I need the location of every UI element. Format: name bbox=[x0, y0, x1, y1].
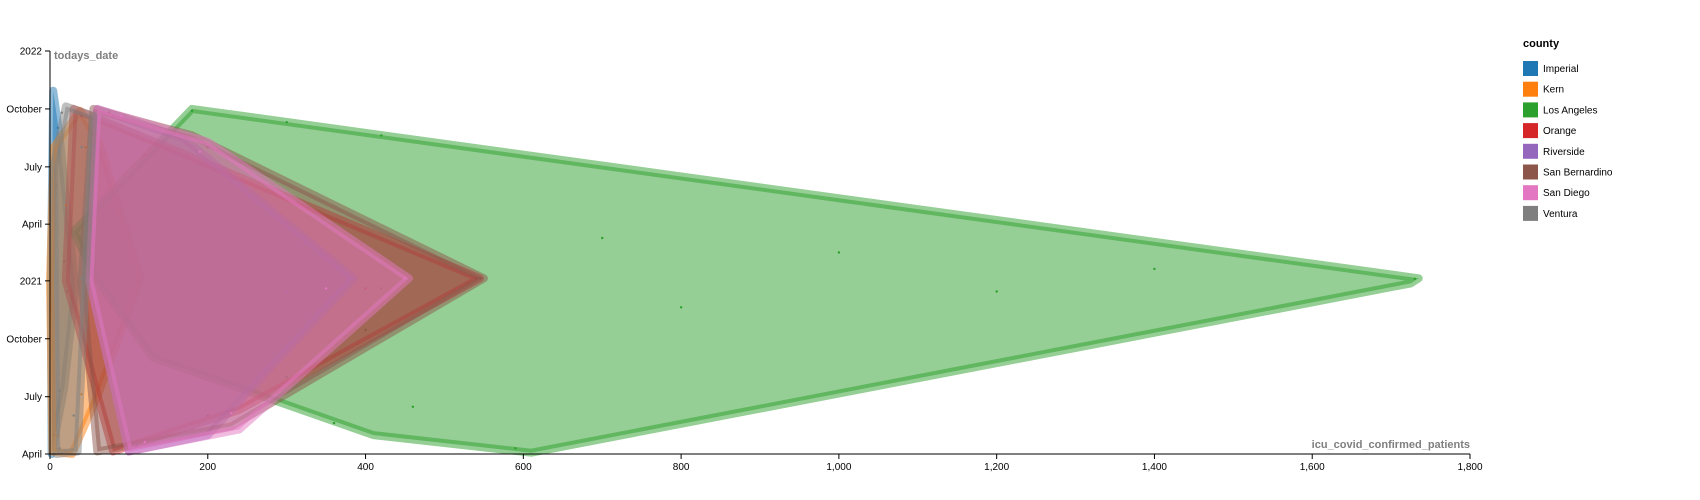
point-los-angeles bbox=[332, 421, 336, 425]
x-axis: 0 200 400 600 800 1,000 1,200 1,400 1,600 1,800 bbox=[47, 453, 1483, 473]
y-tick-label: October bbox=[6, 334, 42, 345]
legend-swatch bbox=[1523, 61, 1538, 76]
y-tick-label: July bbox=[24, 392, 42, 403]
point-los-angeles bbox=[837, 251, 841, 254]
x-tick: 1,000 bbox=[826, 454, 852, 473]
point-los-angeles bbox=[380, 134, 383, 137]
point-los-angeles bbox=[514, 447, 517, 450]
point-los-angeles bbox=[411, 405, 415, 408]
legend-label: San Bernardino bbox=[1543, 168, 1613, 179]
point-ventura bbox=[80, 277, 83, 280]
y-tick: April bbox=[22, 220, 50, 231]
y-tick: October bbox=[6, 334, 50, 345]
x-tick: 400 bbox=[357, 454, 374, 473]
legend-swatch bbox=[1523, 205, 1538, 221]
point-los-angeles bbox=[995, 290, 998, 293]
point-los-angeles bbox=[285, 121, 288, 124]
y-tick-label: October bbox=[6, 104, 42, 115]
x-tick-label: 800 bbox=[673, 462, 690, 473]
x-tick-label: 600 bbox=[515, 462, 532, 473]
legend-item-san-bernardino: San Bernardino bbox=[1523, 164, 1613, 180]
legend-swatch bbox=[1523, 143, 1538, 159]
legend-label: Imperial bbox=[1543, 64, 1579, 75]
legend-swatch bbox=[1523, 164, 1538, 180]
x-tick: 0 bbox=[47, 454, 53, 473]
x-tick-label: 1,400 bbox=[1142, 462, 1167, 473]
legend-item-kern: Kern bbox=[1523, 81, 1564, 97]
legend-swatch bbox=[1523, 102, 1538, 118]
plot-area bbox=[46, 86, 1423, 458]
x-tick-label: 1,600 bbox=[1300, 462, 1325, 473]
legend: county Imperial Kern Los Angeles Orange Rive… bbox=[1523, 38, 1613, 221]
y-tick: July bbox=[24, 392, 50, 403]
x-tick: 800 bbox=[673, 454, 690, 473]
point-los-angeles bbox=[190, 109, 194, 113]
legend-item-san-diego: San Diego bbox=[1523, 185, 1590, 201]
x-tick-label: 1,000 bbox=[826, 462, 851, 473]
point-san-diego bbox=[143, 440, 146, 444]
legend-swatch bbox=[1523, 81, 1538, 97]
legend-item-orange: Orange bbox=[1523, 123, 1577, 139]
point-los-angeles bbox=[1153, 267, 1156, 271]
y-tick-label: July bbox=[24, 162, 42, 173]
legend-label: Kern bbox=[1543, 85, 1564, 96]
point-ventura bbox=[80, 146, 83, 149]
y-axis: April July October 2021 April July October 2022 bbox=[6, 47, 51, 461]
legend-swatch bbox=[1523, 123, 1538, 139]
y-tick-label: April bbox=[22, 220, 42, 231]
point-ventura bbox=[60, 111, 63, 114]
x-tick-label: 0 bbox=[47, 462, 53, 473]
y-axis-title: todays_date bbox=[54, 50, 118, 62]
x-tick: 1,800 bbox=[1457, 454, 1483, 473]
point-san-diego bbox=[403, 277, 407, 280]
point-san-diego bbox=[119, 114, 123, 118]
y-tick-label: 2021 bbox=[20, 276, 43, 287]
x-tick-label: 1,200 bbox=[984, 462, 1009, 473]
legend-label: Ventura bbox=[1543, 209, 1578, 220]
point-san-diego bbox=[324, 287, 328, 290]
legend-label: Riverside bbox=[1543, 147, 1585, 158]
x-tick-label: 1,800 bbox=[1457, 462, 1482, 473]
x-tick: 600 bbox=[515, 454, 532, 473]
point-ventura bbox=[58, 447, 61, 450]
point-los-angeles bbox=[679, 306, 683, 309]
y-tick-label: April bbox=[22, 450, 42, 461]
point-san-diego bbox=[230, 411, 233, 415]
point-los-angeles bbox=[601, 236, 604, 240]
y-tick-label: 2022 bbox=[20, 47, 43, 58]
legend-item-ventura: Ventura bbox=[1523, 205, 1578, 221]
x-tick: 1,400 bbox=[1142, 454, 1167, 473]
legend-title: county bbox=[1523, 38, 1560, 50]
legend-item-los-angeles: Los Angeles bbox=[1523, 102, 1598, 118]
legend-label: Orange bbox=[1543, 126, 1577, 137]
y-tick: October bbox=[6, 104, 50, 115]
y-tick: 2022 bbox=[20, 47, 50, 58]
x-tick-label: 400 bbox=[357, 462, 374, 473]
point-los-angeles bbox=[1413, 277, 1417, 281]
point-san-bernardino bbox=[111, 444, 115, 447]
point-san-diego bbox=[198, 150, 202, 153]
x-tick: 1,600 bbox=[1300, 454, 1325, 473]
y-tick: July bbox=[24, 162, 50, 173]
x-tick: 1,200 bbox=[984, 454, 1010, 473]
x-tick: 200 bbox=[199, 454, 217, 473]
x-tick-label: 200 bbox=[199, 462, 216, 473]
legend-item-riverside: Riverside bbox=[1523, 143, 1585, 159]
legend-swatch bbox=[1523, 185, 1538, 201]
point-san-bernardino bbox=[478, 277, 482, 280]
x-axis-title: icu_covid_confirmed_patients bbox=[1312, 439, 1470, 451]
legend-label: San Diego bbox=[1543, 188, 1590, 199]
legend-item-imperial: Imperial bbox=[1523, 61, 1579, 76]
point-ventura bbox=[72, 414, 75, 417]
y-tick: April bbox=[22, 450, 50, 461]
y-tick: 2021 bbox=[20, 276, 50, 287]
legend-label: Los Angeles bbox=[1543, 105, 1598, 116]
